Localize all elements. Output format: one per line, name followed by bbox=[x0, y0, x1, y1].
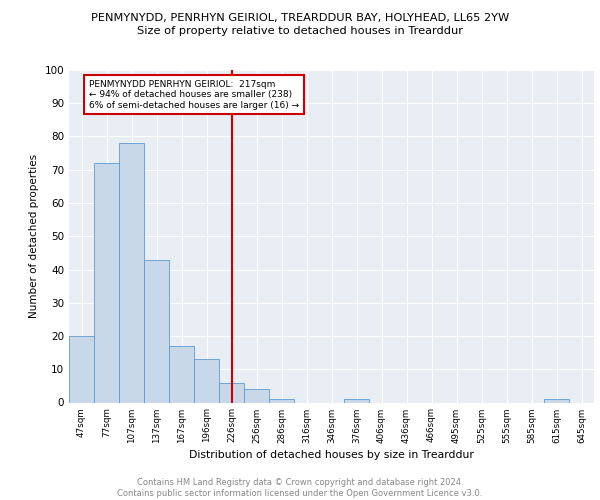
Bar bbox=[219, 382, 244, 402]
Bar bbox=[69, 336, 94, 402]
Bar bbox=[169, 346, 194, 403]
X-axis label: Distribution of detached houses by size in Trearddur: Distribution of detached houses by size … bbox=[189, 450, 474, 460]
Bar bbox=[244, 389, 269, 402]
Bar bbox=[144, 260, 169, 402]
Y-axis label: Number of detached properties: Number of detached properties bbox=[29, 154, 39, 318]
Bar bbox=[94, 163, 119, 402]
Bar bbox=[269, 399, 294, 402]
Text: PENMYNYDD, PENRHYN GEIRIOL, TREARDDUR BAY, HOLYHEAD, LL65 2YW: PENMYNYDD, PENRHYN GEIRIOL, TREARDDUR BA… bbox=[91, 12, 509, 22]
Bar bbox=[344, 399, 369, 402]
Bar bbox=[194, 360, 219, 403]
Bar bbox=[544, 399, 569, 402]
Text: Size of property relative to detached houses in Trearddur: Size of property relative to detached ho… bbox=[137, 26, 463, 36]
Text: Contains HM Land Registry data © Crown copyright and database right 2024.
Contai: Contains HM Land Registry data © Crown c… bbox=[118, 478, 482, 498]
Text: PENMYNYDD PENRHYN GEIRIOL:  217sqm
← 94% of detached houses are smaller (238)
6%: PENMYNYDD PENRHYN GEIRIOL: 217sqm ← 94% … bbox=[89, 80, 299, 110]
Bar bbox=[119, 143, 144, 403]
